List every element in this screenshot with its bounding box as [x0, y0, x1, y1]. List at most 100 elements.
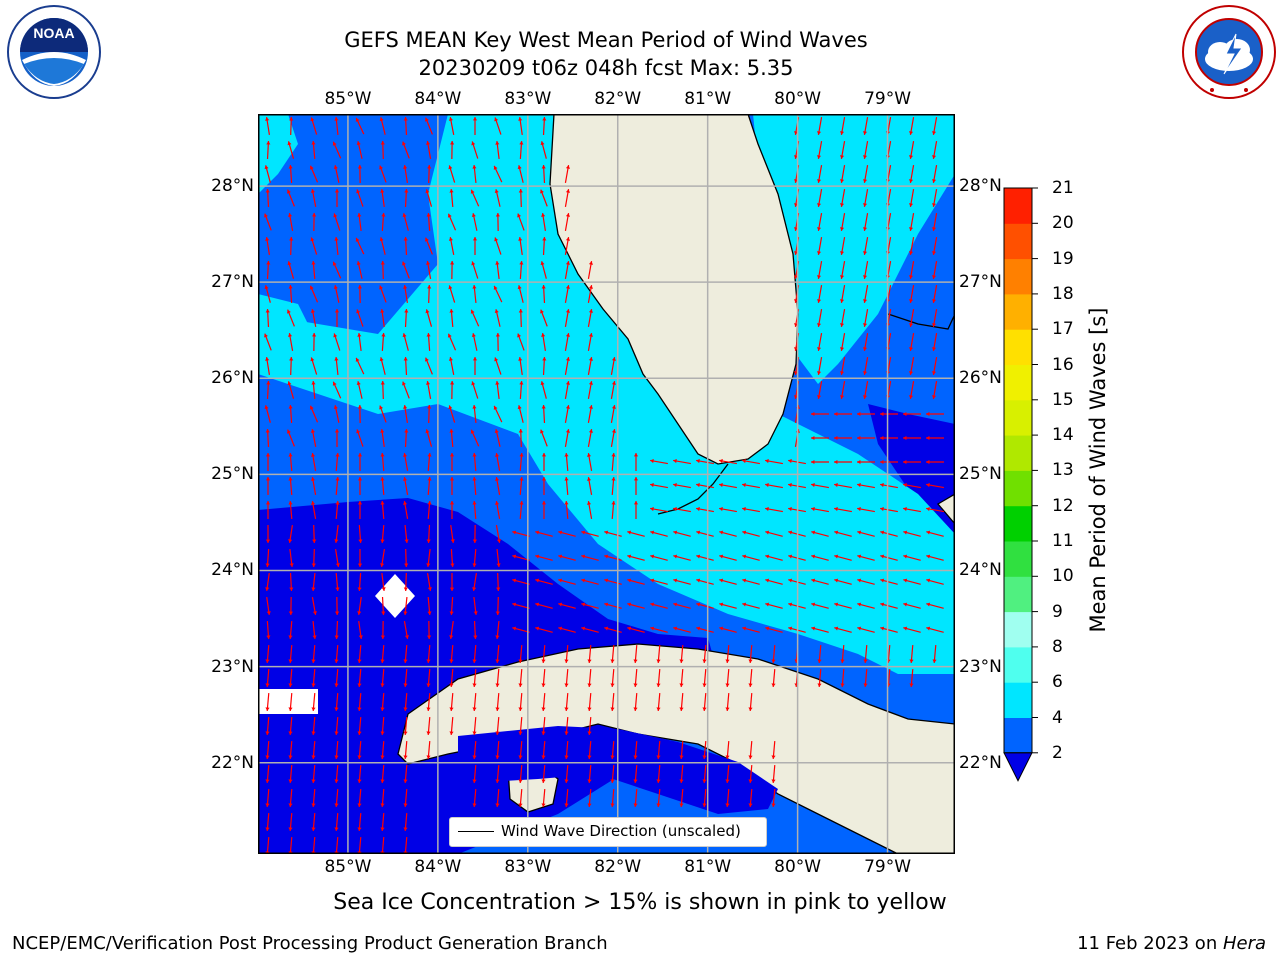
wave-arrow [448, 165, 456, 183]
wave-arrow [541, 333, 547, 351]
wave-arrow [604, 626, 622, 633]
wave-arrow [494, 117, 502, 135]
map-frame [258, 114, 955, 854]
wave-arrow [333, 213, 341, 231]
wave-arrow-head [425, 309, 430, 314]
wave-arrow-head [494, 429, 499, 434]
wave-arrow [587, 740, 592, 760]
wave-arrow-head [742, 554, 747, 559]
wave-arrow-head [840, 251, 845, 255]
wave-arrow-head [610, 803, 615, 807]
wave-arrow-head [287, 141, 292, 146]
wave-arrow-head [403, 731, 408, 735]
wave-arrow-head [656, 707, 661, 711]
wave-arrow [357, 716, 362, 736]
wave-arrow-head [610, 779, 615, 783]
wave-arrow [426, 644, 431, 664]
wave-arrow [742, 626, 760, 633]
wave-arrow [857, 435, 875, 441]
wave-arrow [535, 530, 553, 537]
colorbar [1003, 187, 1038, 782]
wave-arrow-head [380, 189, 385, 193]
wave-arrow [765, 459, 783, 465]
wave-arrow-head [633, 683, 638, 687]
wave-arrow-head [426, 731, 431, 735]
wave-arrow-head [357, 683, 362, 687]
wave-arrow [404, 428, 409, 448]
wave-arrow [564, 237, 570, 255]
wave-arrow [932, 333, 938, 351]
wave-arrow-head [811, 554, 816, 559]
wave-arrow [287, 141, 295, 159]
wave-arrow-head [840, 659, 845, 663]
wave-arrow [334, 716, 339, 736]
wave-arrow [541, 164, 546, 184]
wave-arrow-head [265, 587, 270, 591]
wave-arrow-head [380, 453, 385, 457]
wave-arrow [564, 285, 570, 303]
wave-arrow [402, 213, 409, 231]
wave-arrow [493, 165, 503, 183]
wave-arrow [357, 572, 362, 592]
wave-arrow [518, 308, 523, 328]
wave-arrow-head [857, 507, 861, 512]
wave-arrow [909, 309, 915, 327]
wave-arrow-head [472, 587, 477, 591]
wave-arrow [903, 435, 921, 441]
wave-arrow [863, 381, 869, 399]
wave-arrow [333, 333, 341, 351]
wave-arrow-head [496, 563, 501, 567]
wave-arrow [581, 530, 599, 537]
wave-arrow-head [857, 459, 861, 465]
wave-arrow-head [493, 285, 498, 290]
wave-arrow-head [426, 563, 431, 567]
wave-arrow-head [266, 141, 271, 145]
wave-arrow [840, 117, 846, 135]
wave-arrow-head [472, 683, 477, 687]
lat-label-right-0: 28°N [959, 176, 1002, 197]
wave-arrow [494, 189, 501, 207]
wave-arrow-head [903, 411, 907, 417]
wave-arrow [834, 554, 852, 561]
wave-arrow [334, 740, 339, 760]
wave-arrow [702, 692, 707, 712]
wave-arrow [909, 117, 915, 135]
wave-arrow-head [834, 459, 838, 465]
wave-arrow [926, 483, 944, 489]
wave-arrow [472, 788, 477, 808]
wave-arrow-head [611, 477, 616, 481]
wave-arrow-head [472, 803, 477, 807]
wave-arrow [472, 524, 477, 544]
wave-arrow-head [426, 683, 431, 687]
wave-arrow [311, 548, 316, 568]
wave-arrow [265, 716, 270, 736]
wave-arrow-head [932, 131, 937, 135]
wave-arrow [926, 602, 944, 609]
wave-arrow-head [719, 602, 724, 607]
wave-arrow-head [425, 117, 429, 122]
wave-arrow-head [909, 251, 914, 255]
wave-arrow-head [679, 659, 684, 663]
wave-arrow [540, 381, 547, 399]
wave-arrow [834, 459, 852, 465]
colorbar-tick-10: 15 [1052, 389, 1074, 410]
wave-arrow [427, 404, 432, 424]
wave-arrow [425, 189, 433, 207]
wave-arrow [817, 285, 823, 303]
wave-arrow-head [265, 309, 270, 313]
wave-arrow-head [288, 165, 293, 169]
wave-arrow [403, 501, 409, 519]
wave-arrow-head [581, 602, 586, 607]
wave-arrow [903, 578, 921, 585]
wave-arrow-head [604, 602, 609, 607]
wave-arrow [909, 261, 915, 279]
wave-arrow [771, 740, 776, 760]
wave-arrow [817, 165, 823, 183]
wave-arrow [512, 626, 530, 633]
wave-arrow [909, 381, 915, 399]
wave-arrow-head [565, 237, 570, 241]
wave-arrow [587, 261, 593, 279]
wave-arrow-head [447, 213, 452, 218]
wave-arrow-head [725, 707, 730, 711]
wave-arrow [512, 530, 530, 537]
